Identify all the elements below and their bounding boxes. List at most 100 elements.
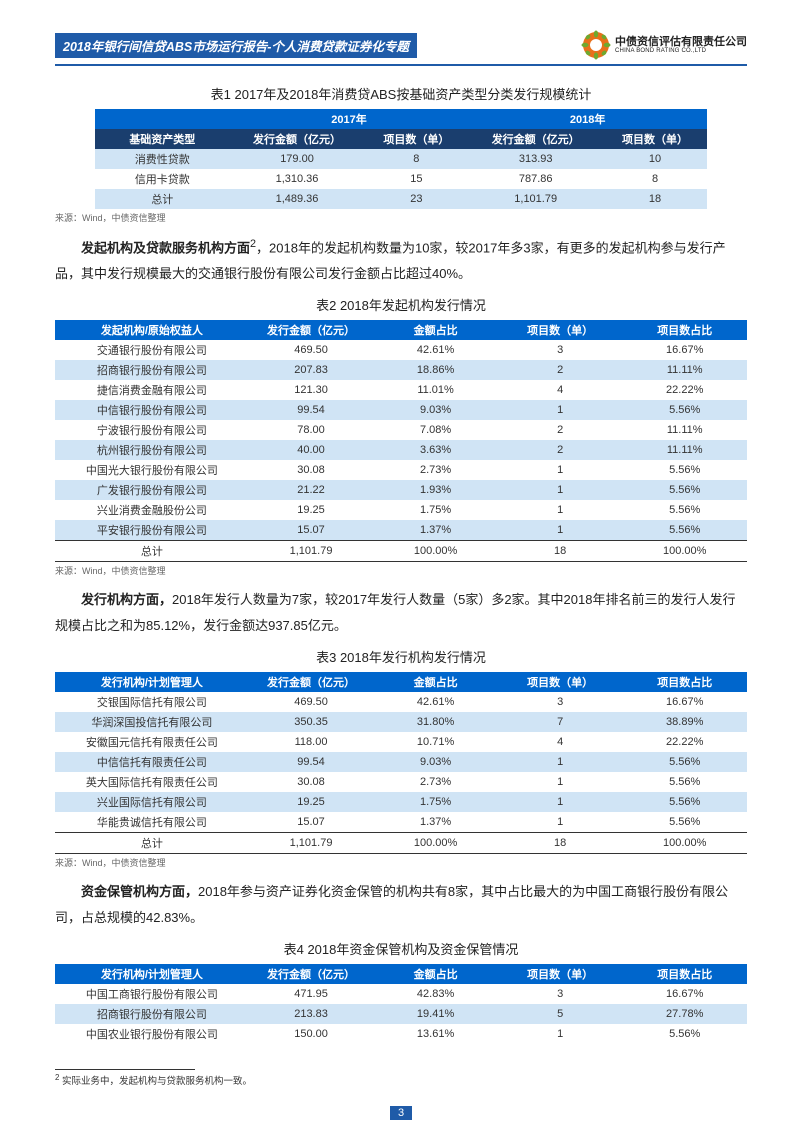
table-cell: 22.22% <box>622 732 747 752</box>
table-cell: 471.95 <box>249 984 374 1004</box>
table2-h1: 发起机构/原始权益人 <box>55 320 249 340</box>
table-cell: 2.73% <box>373 460 498 480</box>
table3-title: 表3 2018年发行机构发行情况 <box>55 647 747 666</box>
table-cell: 1 <box>498 460 623 480</box>
table-cell: 1 <box>498 400 623 420</box>
page-header: 2018年银行间信贷ABS市场运行报告-个人消费贷款证券化专题 <box>55 30 747 66</box>
table-cell: 中国工商银行股份有限公司 <box>55 984 249 1004</box>
table-cell: 40.00 <box>249 440 374 460</box>
table-cell: 313.93 <box>468 149 603 169</box>
table1-h-c3: 项目数（单） <box>364 129 468 149</box>
table-cell: 42.61% <box>373 340 498 360</box>
table-cell: 469.50 <box>249 692 374 712</box>
table-cell: 1 <box>498 752 623 772</box>
table-cell: 中国光大银行股份有限公司 <box>55 460 249 480</box>
table-cell: 4 <box>498 732 623 752</box>
table-cell: 21.22 <box>249 480 374 500</box>
table1: 2017年 2018年 基础资产类型 发行金额（亿元） 项目数（单） 发行金额（… <box>95 109 707 209</box>
table-cell: 总计 <box>95 189 230 209</box>
table2-h2: 发行金额（亿元） <box>249 320 374 340</box>
table-cell: 18 <box>603 189 707 209</box>
table-cell: 11.11% <box>622 420 747 440</box>
table-cell: 平安银行股份有限公司 <box>55 520 249 541</box>
table-cell: 8 <box>364 149 468 169</box>
logo-icon <box>581 30 611 60</box>
table-cell: 78.00 <box>249 420 374 440</box>
table-cell: 安徽国元信托有限责任公司 <box>55 732 249 752</box>
table-cell: 3 <box>498 692 623 712</box>
table-cell: 18 <box>498 833 623 854</box>
table3-h4: 项目数（单） <box>498 672 623 692</box>
table-cell: 30.08 <box>249 460 374 480</box>
table-cell: 5.56% <box>622 520 747 541</box>
table-cell: 1 <box>498 520 623 541</box>
page-number: 3 <box>390 1106 412 1120</box>
table2-h4: 项目数（单） <box>498 320 623 340</box>
table-cell: 11.01% <box>373 380 498 400</box>
table-cell: 3.63% <box>373 440 498 460</box>
table-cell: 5.56% <box>622 500 747 520</box>
table-cell: 华能贵诚信托有限公司 <box>55 812 249 833</box>
table1-h-c4: 发行金额（亿元） <box>468 129 603 149</box>
table-cell: 总计 <box>55 541 249 562</box>
table-cell: 42.83% <box>373 984 498 1004</box>
table3-h2: 发行金额（亿元） <box>249 672 374 692</box>
table-cell: 宁波银行股份有限公司 <box>55 420 249 440</box>
table-cell: 信用卡贷款 <box>95 169 230 189</box>
table-cell: 787.86 <box>468 169 603 189</box>
table4-h3: 金额占比 <box>373 964 498 984</box>
footnote: 2 实际业务中，发起机构与贷款服务机构一致。 <box>55 1073 747 1087</box>
paragraph-2: 发行机构方面，2018年发行人数量为7家，较2017年发行人数量（5家）多2家。… <box>55 587 747 639</box>
table-cell: 5.56% <box>622 400 747 420</box>
table-cell: 100.00% <box>622 541 747 562</box>
table-cell: 8 <box>603 169 707 189</box>
table-cell: 19.25 <box>249 500 374 520</box>
table3-h5: 项目数占比 <box>622 672 747 692</box>
table-cell: 2 <box>498 360 623 380</box>
table-cell: 38.89% <box>622 712 747 732</box>
table-cell: 4 <box>498 380 623 400</box>
table-cell: 5.56% <box>622 1024 747 1044</box>
table-cell: 100.00% <box>373 541 498 562</box>
table-cell: 16.67% <box>622 340 747 360</box>
table-cell: 42.61% <box>373 692 498 712</box>
paragraph-1: 发起机构及贷款服务机构方面2，2018年的发起机构数量为10家，较2017年多3… <box>55 234 747 287</box>
table-cell: 99.54 <box>249 752 374 772</box>
table1-h-c5: 项目数（单） <box>603 129 707 149</box>
table-cell: 1.37% <box>373 520 498 541</box>
table-cell: 16.67% <box>622 984 747 1004</box>
table-cell: 150.00 <box>249 1024 374 1044</box>
table-cell: 广发银行股份有限公司 <box>55 480 249 500</box>
table-cell: 1 <box>498 1024 623 1044</box>
table-cell: 1,310.36 <box>230 169 365 189</box>
table2-h5: 项目数占比 <box>622 320 747 340</box>
table-cell: 5.56% <box>622 480 747 500</box>
table-cell: 1 <box>498 480 623 500</box>
table4-h2: 发行金额（亿元） <box>249 964 374 984</box>
table-cell: 19.25 <box>249 792 374 812</box>
table-cell: 100.00% <box>622 833 747 854</box>
table-cell: 7 <box>498 712 623 732</box>
table-cell: 5.56% <box>622 812 747 833</box>
table-cell: 总计 <box>55 833 249 854</box>
table-cell: 1,101.79 <box>249 833 374 854</box>
table3-h1: 发行机构/计划管理人 <box>55 672 249 692</box>
table3-h3: 金额占比 <box>373 672 498 692</box>
table-cell: 5.56% <box>622 460 747 480</box>
table1-source: 来源：Wind，中债资信整理 <box>55 211 747 224</box>
table3: 发行机构/计划管理人 发行金额（亿元） 金额占比 项目数（单） 项目数占比 交银… <box>55 672 747 854</box>
table-cell: 213.83 <box>249 1004 374 1024</box>
table-cell: 1 <box>498 772 623 792</box>
table4-h4: 项目数（单） <box>498 964 623 984</box>
table1-h-c2: 发行金额（亿元） <box>230 129 365 149</box>
table-cell: 杭州银行股份有限公司 <box>55 440 249 460</box>
table-cell: 中信信托有限责任公司 <box>55 752 249 772</box>
table-cell: 2 <box>498 440 623 460</box>
table-cell: 英大国际信托有限责任公司 <box>55 772 249 792</box>
table2-source: 来源：Wind，中债资信整理 <box>55 564 747 577</box>
table-cell: 1,101.79 <box>468 189 603 209</box>
table-cell: 1 <box>498 500 623 520</box>
table4-h1: 发行机构/计划管理人 <box>55 964 249 984</box>
table-cell: 16.67% <box>622 692 747 712</box>
table-cell: 中信银行股份有限公司 <box>55 400 249 420</box>
